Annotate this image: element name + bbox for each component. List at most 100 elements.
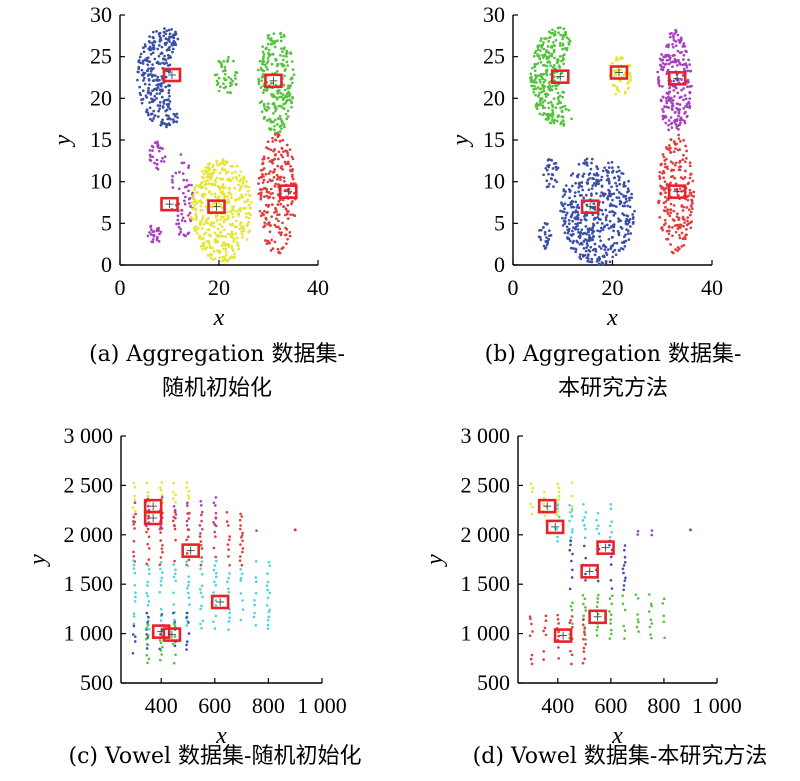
data-point (609, 622, 612, 625)
data-point (262, 225, 266, 229)
data-point (160, 527, 164, 530)
data-point (285, 60, 289, 64)
data-point (584, 579, 587, 582)
data-point (158, 101, 162, 104)
data-point (610, 587, 614, 590)
data-point (173, 572, 177, 575)
data-point (199, 204, 203, 208)
data-point (672, 219, 676, 222)
data-point (168, 32, 172, 36)
data-point (229, 193, 233, 196)
data-point (148, 106, 152, 110)
data-point (606, 169, 609, 173)
data-point (258, 209, 262, 213)
data-point (137, 59, 141, 62)
data-point (662, 65, 666, 69)
data-point (542, 173, 545, 177)
data-point (148, 158, 152, 162)
data-point (216, 81, 220, 85)
data-point (588, 260, 592, 264)
data-point (593, 247, 596, 251)
data-point (692, 190, 696, 194)
data-point (540, 90, 544, 94)
y-tick-label: 2 000 (64, 522, 114, 547)
center-box (162, 627, 182, 642)
data-point (167, 28, 171, 32)
data-point (239, 221, 243, 224)
y-axis-label: y (448, 134, 474, 147)
data-point (200, 556, 203, 559)
data-point (544, 95, 548, 98)
data-point (608, 610, 611, 613)
data-point (199, 237, 203, 240)
cluster-center-marker (278, 184, 298, 199)
data-point (533, 69, 537, 73)
data-point (665, 96, 668, 100)
data-point (142, 50, 146, 54)
data-point (260, 79, 263, 83)
data-point (623, 608, 627, 612)
data-point (235, 177, 239, 181)
x-tick-label: 600 (198, 693, 231, 718)
data-point (270, 215, 274, 219)
center-box (667, 184, 687, 199)
data-point (266, 623, 270, 627)
data-point (213, 564, 217, 567)
data-point (266, 34, 270, 37)
data-point (160, 159, 163, 163)
data-point (206, 179, 209, 182)
data-point (636, 529, 640, 533)
data-point (199, 563, 203, 567)
data-point (132, 550, 135, 554)
data-point (265, 62, 269, 65)
data-point (622, 588, 626, 592)
data-point (570, 494, 574, 498)
cluster-center-marker (580, 564, 599, 579)
data-point (563, 231, 567, 235)
center-box (609, 65, 629, 80)
data-point (541, 104, 545, 108)
data-point (172, 481, 175, 485)
data-point (611, 255, 615, 259)
data-point (136, 70, 140, 74)
data-point (690, 220, 693, 223)
data-point (588, 236, 591, 239)
data-point (238, 527, 242, 531)
data-point (676, 249, 680, 253)
data-point (156, 86, 160, 89)
data-point (146, 636, 150, 639)
data-point (611, 170, 614, 174)
data-point (224, 253, 228, 257)
data-point (682, 58, 685, 61)
cluster-center-marker (588, 609, 607, 625)
data-point (590, 228, 594, 231)
data-point (591, 184, 595, 187)
cluster-center-marker (667, 184, 687, 199)
data-point (274, 138, 278, 142)
data-point (553, 56, 556, 60)
data-point (214, 583, 218, 587)
data-point (245, 180, 248, 183)
data-point (689, 191, 693, 195)
data-point (159, 146, 162, 150)
data-point (595, 192, 598, 195)
data-point (637, 630, 640, 633)
data-point (208, 254, 212, 257)
data-point (239, 170, 243, 174)
data-point (610, 530, 614, 534)
data-point (543, 53, 547, 57)
data-point (533, 65, 537, 69)
data-point (677, 216, 681, 220)
data-point (180, 208, 184, 212)
data-point (563, 46, 567, 50)
data-point (674, 248, 677, 251)
data-point (584, 527, 587, 531)
data-point (275, 173, 279, 177)
data-point (583, 657, 586, 661)
data-point (538, 235, 542, 239)
data-point (679, 176, 683, 179)
data-point (553, 118, 557, 122)
data-point (534, 63, 538, 66)
data-point (168, 45, 171, 49)
data-point (186, 564, 190, 567)
